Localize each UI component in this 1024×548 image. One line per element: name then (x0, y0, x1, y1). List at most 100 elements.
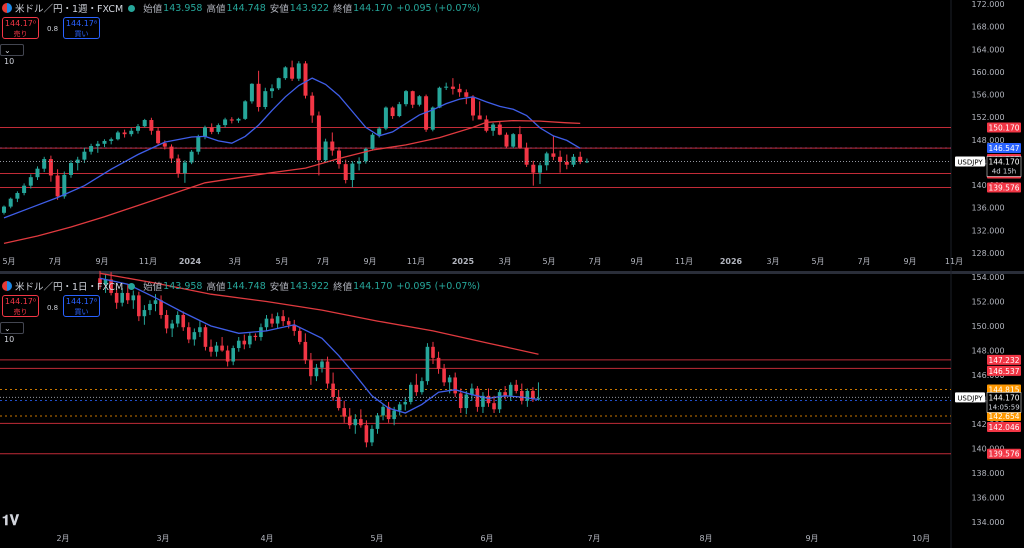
candle-body (95, 143, 100, 147)
candle-body (524, 147, 529, 165)
high-label: 高値 (206, 4, 226, 15)
sell-button[interactable]: 144.17⁰ 売り (2, 295, 39, 317)
y-tick-label: 134.000 (971, 518, 1004, 527)
candle-body (544, 153, 549, 166)
candle-body (236, 118, 241, 121)
x-tick-label: 5月 (370, 534, 383, 543)
sell-button[interactable]: 144.17⁰ 売り (2, 17, 39, 39)
last-price-label: 144.170 (988, 393, 1019, 402)
buy-button[interactable]: 144.17⁸ 買い (63, 17, 100, 39)
candle-body (414, 384, 419, 393)
candle-body (431, 346, 435, 358)
x-tick-label: 7月 (588, 257, 601, 266)
low-value: 143.922 (289, 280, 330, 292)
x-tick-label: 7月 (316, 257, 329, 266)
candle-body (525, 390, 530, 401)
level-label: 146.547 (988, 144, 1019, 153)
market-open-dot-icon (128, 282, 136, 290)
candle-body (109, 139, 114, 141)
candle-body (181, 314, 186, 328)
level-label-bg (987, 354, 1021, 365)
indicator-toggle[interactable]: ⌄ 10 (0, 44, 24, 66)
candle-body (364, 425, 369, 443)
last-price-bg (986, 392, 1022, 413)
candle-body (256, 83, 261, 107)
candle-body (390, 107, 395, 117)
candle-body (264, 318, 269, 328)
candle-body (531, 390, 535, 400)
x-tick-label: 7月 (857, 257, 870, 266)
candle-body (310, 95, 315, 116)
symbol-tag: USDJPY (957, 394, 983, 402)
candle-body (55, 175, 60, 197)
y-tick-label: 136.000 (971, 494, 1004, 503)
sell-label: 売り (13, 30, 28, 38)
level-label-bg (987, 143, 1021, 154)
moving-average-line (3, 119, 581, 245)
candle-body (109, 279, 113, 293)
x-tick-label: 5月 (275, 257, 288, 266)
candle-body (377, 128, 382, 135)
candle-body (292, 324, 297, 331)
symbol-tag: USDJPY (957, 158, 983, 166)
candle-body (436, 357, 441, 369)
candle-body (242, 340, 247, 345)
candle-body (270, 318, 274, 324)
chart-2-symbol[interactable]: 米ドル／円・1日・FXCM (15, 282, 124, 293)
x-tick-label: 2月 (56, 534, 69, 543)
x-tick-label: 6月 (480, 534, 493, 543)
chart-1-symbol[interactable]: 米ドル／円・1週・FXCM (15, 4, 124, 15)
buy-button[interactable]: 144.17⁸ 買い (63, 295, 100, 317)
symbol-tag-bg (955, 392, 985, 403)
candle-body (103, 279, 108, 285)
candle-body (442, 368, 446, 383)
candle-body (481, 395, 485, 407)
candle-body (275, 316, 280, 324)
candle-body (8, 198, 13, 207)
candle-body (153, 300, 158, 304)
level-label-bg (987, 421, 1021, 432)
indicator-toggle[interactable]: ⌄ 10 (0, 322, 24, 344)
candle-body (370, 428, 374, 443)
high-label: 高値 (206, 282, 226, 293)
x-tick-label: 2026 (720, 257, 743, 266)
candle-body (69, 163, 73, 175)
level-label-bg (987, 365, 1021, 376)
low-label: 安値 (269, 282, 289, 293)
candle-body (102, 140, 107, 144)
candle-body (383, 107, 388, 129)
candle-body (182, 162, 187, 174)
candle-body (417, 96, 422, 105)
candle-body (444, 86, 449, 88)
candle-body (336, 397, 341, 409)
level-label: 142.654 (988, 412, 1019, 421)
candle-body (359, 419, 363, 426)
candle-body (22, 185, 27, 194)
moving-average-line (99, 272, 539, 355)
symbol-logo-icon (2, 3, 12, 13)
indicator-count: 10 (4, 335, 15, 344)
candle-body (357, 161, 362, 164)
candle-body (48, 159, 53, 176)
y-tick-label: 136.000 (971, 204, 1004, 213)
candle-body (286, 321, 291, 325)
candle-body (15, 193, 20, 199)
candle-body (270, 88, 274, 92)
candle-body (203, 127, 207, 137)
candle-body (347, 416, 352, 426)
x-tick-label: 3月 (228, 257, 241, 266)
candle-body (276, 78, 281, 89)
candle-body (196, 136, 201, 152)
candle-body (551, 153, 556, 157)
sell-price: 144.17⁰ (4, 297, 37, 306)
candle-body (492, 403, 496, 410)
candle-body (75, 159, 80, 164)
candle-body (430, 107, 435, 130)
x-tick-label: 9月 (630, 257, 643, 266)
countdown-label: 4d 15h (992, 167, 1016, 175)
candle-body (323, 141, 328, 161)
candle-body (120, 292, 124, 303)
x-tick-label: 7月 (587, 534, 600, 543)
low-value: 143.922 (289, 2, 330, 14)
